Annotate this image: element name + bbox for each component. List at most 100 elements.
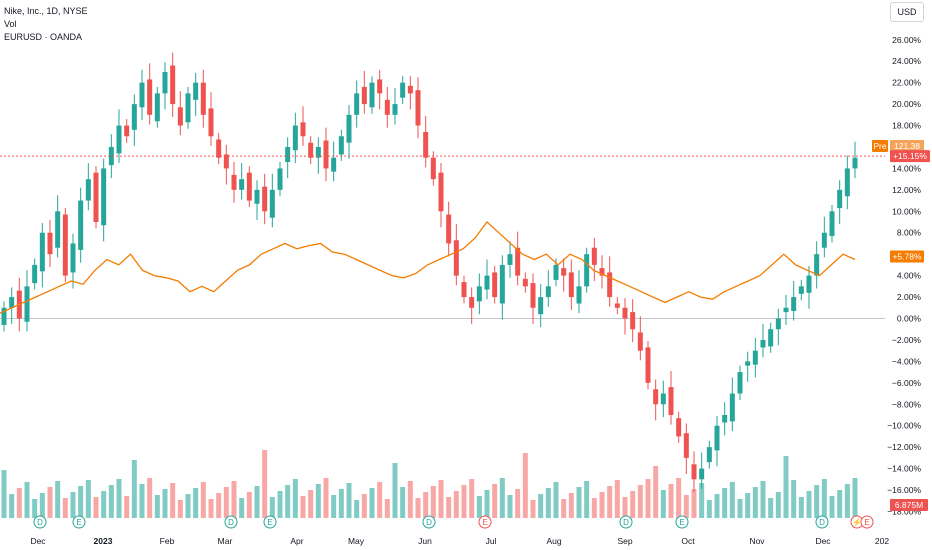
volume-bar (591, 498, 597, 518)
event-marker[interactable]: D (224, 515, 238, 529)
volume-bar (438, 480, 444, 518)
candle-body (239, 179, 245, 190)
candle-body (78, 200, 84, 250)
candle-body (108, 146, 114, 166)
y-tick-label: −12.00% (887, 442, 921, 452)
candle-body (331, 157, 337, 172)
y-tick-label: −8.00% (892, 399, 922, 409)
volume-bar (622, 497, 628, 518)
volume-bar (691, 489, 697, 518)
candle-body (1, 307, 7, 325)
event-markers[interactable]: D E D E D E D E D ⚡ E (33, 515, 874, 529)
last-price-tag: 121.38 (890, 140, 924, 152)
event-marker[interactable]: D (33, 515, 47, 529)
x-tick-label: Sep (617, 536, 632, 546)
candle-body (760, 339, 766, 348)
event-marker[interactable]: E (675, 515, 689, 529)
volume-bar (614, 480, 620, 518)
candle-body (246, 172, 252, 201)
pre-market-tag: Pre (872, 140, 888, 152)
volume-bar (55, 481, 61, 518)
candle-body (124, 125, 130, 137)
volume-bar (39, 493, 45, 518)
svg-text:D: D (37, 518, 43, 527)
candle-body (231, 174, 237, 190)
candle-body (630, 312, 636, 330)
candle-body (591, 247, 597, 265)
volume-label[interactable]: Vol (4, 19, 17, 29)
y-tick-label: 4.00% (897, 271, 922, 281)
candle-body (492, 272, 498, 298)
event-marker[interactable]: E (860, 515, 874, 529)
y-axis: 26.00%24.00%22.00%20.00%18.00%16.00%14.0… (887, 35, 921, 517)
candle-body (377, 79, 383, 94)
candle-body (384, 99, 390, 115)
candle-body (507, 254, 513, 265)
svg-text:E: E (482, 518, 487, 527)
candle-body (622, 307, 628, 319)
candle-body (55, 211, 61, 248)
candle-body (177, 107, 183, 126)
svg-text:D: D (623, 518, 629, 527)
event-marker[interactable]: D (422, 515, 436, 529)
volume-bar (101, 491, 107, 518)
candle-body (223, 154, 229, 169)
candle-body (798, 286, 804, 294)
candle-body (545, 286, 551, 298)
candle-body (300, 122, 306, 137)
compare-symbol-label[interactable]: EURUSD · OANDA (4, 32, 83, 42)
x-tick-label: 2023 (94, 536, 113, 546)
event-marker[interactable]: E (263, 515, 277, 529)
candle-body (154, 93, 160, 122)
candle-body (147, 79, 153, 115)
candle-body (714, 425, 720, 451)
candle-body (553, 264, 559, 280)
candle-body (85, 179, 91, 201)
volume-bar (116, 479, 122, 518)
candle-body (438, 172, 444, 212)
candle-body (139, 82, 145, 108)
y-tick-label: 22.00% (892, 78, 921, 88)
volume-value-tag: 6.875M (890, 499, 928, 511)
volume-bar (354, 500, 360, 518)
volume-bar (768, 498, 774, 518)
candle-body (568, 272, 574, 298)
y-tick-label: 24.00% (892, 56, 921, 66)
candle-body (729, 393, 735, 422)
volume-bar (400, 487, 406, 518)
x-axis: Dec 2023 Feb Mar Apr May Jun Jul Aug Sep Oct Nov Dec… (30, 536, 889, 546)
volume-bar (837, 490, 843, 518)
volume-bar (346, 483, 352, 518)
volume-bar (24, 482, 30, 518)
candle-body (200, 82, 206, 115)
candle-body (392, 104, 398, 115)
candle-body (752, 350, 758, 365)
volume-bar (407, 481, 413, 518)
currency-button[interactable]: USD (890, 2, 924, 22)
symbol-title[interactable]: Nike, Inc., 1D, NYSE (4, 6, 88, 16)
x-tick-label: 202 (875, 536, 889, 546)
event-marker[interactable]: E (72, 515, 86, 529)
volume-bar (108, 485, 114, 518)
y-tick-label: 26.00% (892, 35, 921, 45)
nike-change-tag: +15.15% (890, 150, 930, 163)
volume-bar (9, 494, 15, 518)
volume-bar (714, 494, 720, 518)
event-marker[interactable]: D (815, 515, 829, 529)
volume-bar (139, 484, 145, 518)
volume-bar (216, 493, 222, 518)
volume-bar (668, 484, 674, 518)
volume-bar (568, 493, 574, 518)
volume-bar (752, 487, 758, 518)
y-tick-label: −2.00% (892, 335, 922, 345)
candle-body (530, 283, 536, 308)
event-marker[interactable]: D (619, 515, 633, 529)
candle-body (645, 347, 651, 383)
volume-bar (170, 483, 176, 518)
x-tick-label: Jul (486, 536, 497, 546)
candle-body (775, 318, 781, 330)
volume-bar (193, 488, 199, 518)
event-marker[interactable]: E (478, 515, 492, 529)
candle-body (400, 82, 406, 98)
